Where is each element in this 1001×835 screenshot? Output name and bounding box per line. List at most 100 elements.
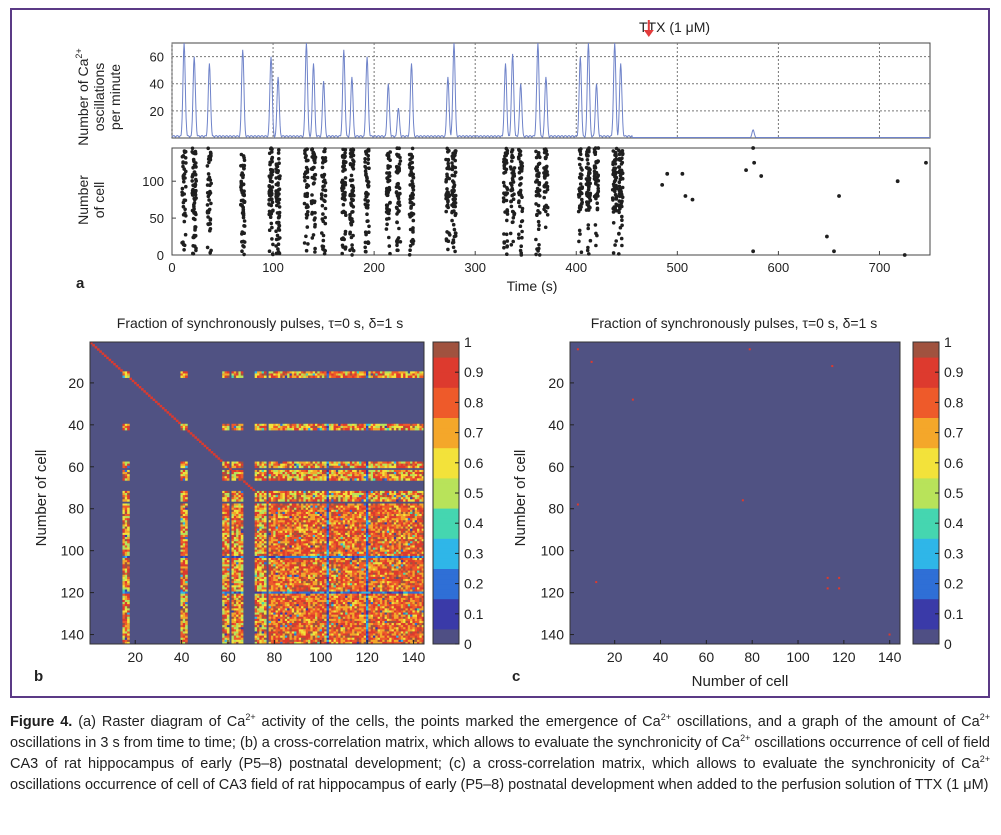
heatmap-cell [219, 459, 223, 462]
heatmap-cell [391, 526, 395, 529]
heatmap-cell [338, 490, 341, 494]
heatmap-cell [352, 534, 355, 538]
heatmap-cell [331, 490, 334, 494]
heatmap-cell [289, 505, 293, 508]
heatmap-cell [182, 520, 186, 523]
heatmap-cell [289, 423, 293, 427]
heatmap-cell [291, 513, 295, 517]
raster-point [363, 245, 368, 250]
heatmap-cell [398, 463, 402, 467]
heatmap-cell [324, 543, 327, 546]
heatmap-cell [291, 516, 295, 519]
heatmap-cell [317, 537, 320, 540]
heatmap-cell [282, 505, 286, 508]
heatmap-cell [233, 545, 237, 548]
heatmap-cell [352, 472, 355, 475]
heatmap-cell [289, 472, 293, 475]
heatmap-cell [366, 507, 369, 511]
heatmap-cell [240, 493, 244, 496]
raster-point [386, 164, 390, 168]
heatmap-cell [393, 427, 397, 431]
heatmap-cell [305, 476, 309, 479]
heatmap-cell [354, 474, 358, 477]
heatmap-cell [340, 465, 344, 469]
heatmap-cell [372, 427, 376, 431]
raster-point [385, 217, 389, 221]
panel-b-title: Fraction of synchronously pulses, τ=0 s,… [117, 315, 403, 331]
heatmap-cell [236, 476, 239, 479]
heatmap-cell [333, 478, 337, 481]
heatmap-cell [289, 469, 293, 473]
heatmap-cell [275, 513, 279, 517]
heatmap-cell [296, 478, 300, 481]
heatmap-cell [403, 524, 406, 527]
raster-point [340, 251, 345, 256]
heatmap-cell [370, 499, 374, 502]
heatmap-cell [270, 532, 274, 536]
heatmap-cell [236, 522, 239, 525]
heatmap-cell [180, 509, 184, 513]
heatmap-cell [377, 518, 381, 521]
heatmap-cell [317, 371, 320, 374]
heatmap-cell [370, 495, 374, 498]
heatmap-cell [182, 526, 186, 529]
heatmap-cell [231, 495, 235, 498]
raster-point [509, 243, 514, 247]
heatmap-cell [412, 539, 416, 542]
heatmap-cell [270, 493, 274, 496]
heatmap-cell [312, 526, 316, 529]
heatmap-cell [231, 505, 235, 508]
heatmap-cell [368, 427, 371, 431]
heatmap-cell [356, 503, 360, 506]
heatmap-cell [187, 430, 191, 433]
heatmap-cell [384, 423, 388, 427]
raster-point [191, 192, 195, 197]
heatmap-cell [277, 511, 281, 515]
heatmap-cell [363, 541, 367, 544]
heatmap-cell [233, 375, 237, 378]
heatmap-cell [284, 465, 288, 469]
heatmap-cell [305, 463, 309, 467]
heatmap-cell [231, 472, 235, 475]
heatmap-cell [324, 505, 327, 508]
heatmap-cell [370, 505, 374, 508]
heatmap-cell [414, 532, 418, 536]
raster-point [351, 198, 355, 202]
heatmap-cell [236, 497, 239, 500]
heatmap-cell [259, 495, 262, 498]
heatmap-cell [263, 469, 267, 473]
heatmap-cell [301, 493, 304, 496]
heatmap-cell [386, 371, 390, 374]
heatmap-cell [389, 469, 392, 473]
heatmap-cell [335, 516, 339, 519]
heatmap-cell [122, 518, 126, 521]
heatmap-cell [263, 423, 267, 427]
heatmap-cell [289, 545, 293, 548]
heatmap-cell [328, 474, 332, 477]
heatmap-cell [356, 490, 360, 494]
heatmap-cell [324, 478, 327, 481]
heatmap-cell [277, 528, 281, 532]
raster-point [408, 200, 413, 205]
heatmap-cell [259, 511, 262, 515]
heatmap-cell [127, 541, 130, 544]
heatmap-cell [356, 478, 360, 481]
heatmap-cell [282, 520, 286, 523]
heatmap-cell [236, 490, 239, 494]
heatmap-cell [326, 499, 330, 502]
heatmap-cell [386, 511, 390, 515]
heatmap-cell [270, 507, 274, 511]
heatmap-cell [417, 520, 420, 523]
heatmap-cell [386, 495, 390, 498]
heatmap-cell [180, 526, 184, 529]
heatmap-cell [296, 469, 300, 473]
heatmap-cell [289, 375, 293, 378]
heatmap-cell [340, 516, 344, 519]
heatmap-cell [349, 465, 353, 469]
heatmap-cell [384, 495, 388, 498]
heatmap-cell [180, 537, 184, 540]
raster-point [208, 191, 213, 195]
raster-point [617, 184, 622, 189]
heatmap-cell [236, 520, 239, 523]
heatmap-cell [224, 507, 228, 511]
